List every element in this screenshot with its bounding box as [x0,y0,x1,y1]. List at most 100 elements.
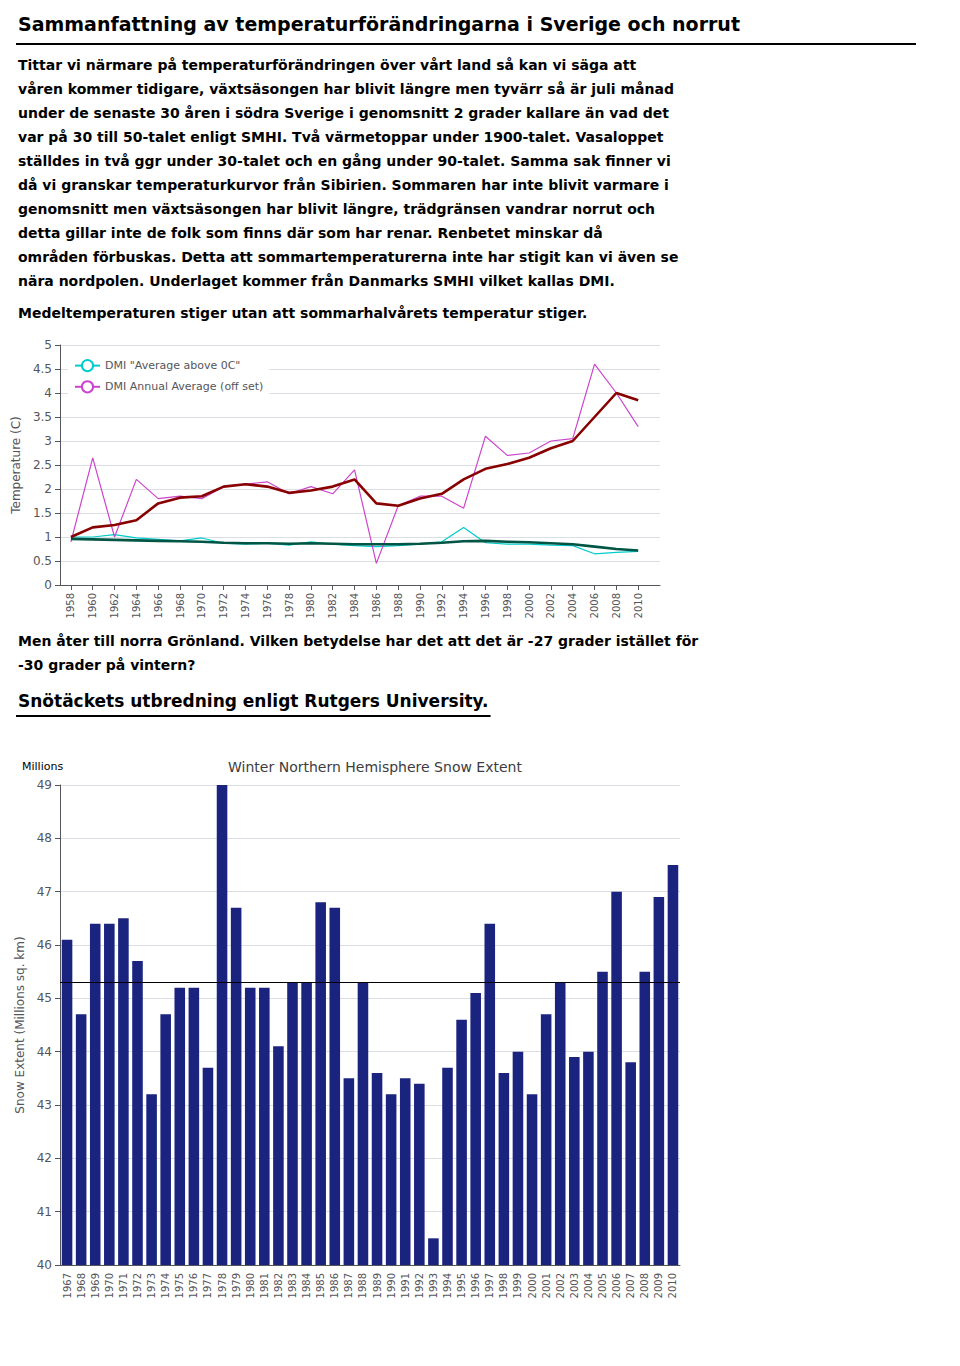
svg-text:Snötäckets utbredning enligt R: Snötäckets utbredning enligt Rutgers Uni… [18,691,489,711]
svg-text:1993: 1993 [428,1273,439,1298]
svg-text:1978: 1978 [284,593,295,618]
svg-text:4.5: 4.5 [33,362,52,376]
svg-text:1997: 1997 [484,1273,495,1298]
svg-text:1969: 1969 [90,1273,101,1298]
svg-text:40: 40 [37,1258,52,1272]
svg-text:1996: 1996 [480,593,491,618]
svg-text:1994: 1994 [458,593,469,618]
svg-text:1995: 1995 [456,1273,467,1298]
svg-text:1998: 1998 [498,1273,509,1298]
svg-text:43: 43 [37,1098,52,1112]
svg-text:1991: 1991 [400,1273,411,1298]
svg-text:1994: 1994 [442,1273,453,1298]
svg-text:1964: 1964 [131,593,142,618]
svg-text:1.5: 1.5 [33,506,52,520]
svg-text:4: 4 [44,386,52,400]
svg-text:1984: 1984 [301,1273,312,1298]
svg-text:1979: 1979 [231,1273,242,1298]
svg-text:48: 48 [37,831,52,845]
svg-text:2003: 2003 [569,1273,580,1298]
svg-text:1960: 1960 [87,593,98,618]
svg-text:områden förbuskas. Detta att s: områden förbuskas. Detta att sommartempe… [18,249,678,265]
svg-text:Medeltemperaturen stiger utan: Medeltemperaturen stiger utan att sommar… [18,305,587,321]
svg-text:nära nordpolen. Underlaget kom: nära nordpolen. Underlaget kommer från D… [18,273,615,289]
svg-text:2002: 2002 [545,593,556,618]
svg-text:Millions: Millions [22,760,63,773]
svg-text:2002: 2002 [555,1273,566,1298]
svg-text:3: 3 [44,434,52,448]
svg-text:1990: 1990 [386,1273,397,1298]
svg-text:41: 41 [37,1205,52,1219]
svg-text:44: 44 [37,1045,52,1059]
svg-text:1982: 1982 [273,1273,284,1298]
svg-text:1972: 1972 [132,1273,143,1298]
svg-text:1977: 1977 [202,1273,213,1298]
svg-text:1975: 1975 [174,1273,185,1298]
svg-text:47: 47 [37,885,52,899]
svg-text:2008: 2008 [611,593,622,618]
svg-text:1: 1 [44,530,52,544]
svg-text:1984: 1984 [349,593,360,618]
svg-text:1996: 1996 [470,1273,481,1298]
svg-text:2000: 2000 [524,593,535,618]
svg-text:Men åter till norra Grönland.: Men åter till norra Grönland. Vilken bet… [18,633,698,649]
svg-text:våren kommer tidigare, växtsäs: våren kommer tidigare, växtsäsongen har … [18,81,674,97]
svg-text:49: 49 [37,778,52,792]
svg-text:1962: 1962 [109,593,120,618]
svg-text:2006: 2006 [611,1273,622,1298]
svg-text:1983: 1983 [287,1273,298,1298]
svg-text:2005: 2005 [597,1273,608,1298]
svg-text:1981: 1981 [259,1273,270,1298]
svg-text:1968: 1968 [76,1273,87,1298]
svg-text:1992: 1992 [414,1273,425,1298]
svg-text:1974: 1974 [240,593,251,618]
svg-text:1967: 1967 [62,1273,73,1298]
svg-text:2008: 2008 [639,1273,650,1298]
svg-text:Temperature (C): Temperature (C) [9,416,23,515]
svg-text:0: 0 [44,578,52,592]
svg-text:1958: 1958 [65,593,76,618]
svg-text:1986: 1986 [371,593,382,618]
svg-text:Tittar vi närmare på temperatu: Tittar vi närmare på temperaturförändrin… [18,57,636,73]
svg-text:detta gillar inte de folk som: detta gillar inte de folk som finns där … [18,225,603,241]
svg-text:Snow Extent (Millions sq. km): Snow Extent (Millions sq. km) [13,936,27,1113]
svg-text:1985: 1985 [315,1273,326,1298]
svg-text:1987: 1987 [343,1273,354,1298]
svg-text:2.5: 2.5 [33,458,52,472]
svg-text:2: 2 [44,482,52,496]
svg-text:1976: 1976 [188,1273,199,1298]
svg-text:1970: 1970 [196,593,207,618]
svg-text:1986: 1986 [329,1273,340,1298]
svg-text:2010: 2010 [667,1273,678,1298]
svg-text:1968: 1968 [175,593,186,618]
svg-text:2000: 2000 [527,1273,538,1298]
svg-text:1974: 1974 [160,1273,171,1298]
svg-text:1973: 1973 [146,1273,157,1298]
svg-text:Sammanfattning av temperaturfö: Sammanfattning av temperaturförändringar… [18,13,740,35]
svg-text:2004: 2004 [583,1273,594,1298]
svg-text:46: 46 [37,938,52,952]
svg-text:5: 5 [44,338,52,352]
svg-text:1999: 1999 [512,1273,523,1298]
svg-text:-30 grader på vintern?: -30 grader på vintern? [18,657,195,673]
svg-text:1988: 1988 [393,593,404,618]
svg-text:DMI "Average above 0C": DMI "Average above 0C" [105,359,240,372]
svg-text:ställdes in två ggr under 30-t: ställdes in två ggr under 30-talet och e… [18,153,671,169]
svg-text:2001: 2001 [541,1273,552,1298]
svg-text:1990: 1990 [415,593,426,618]
svg-text:2009: 2009 [653,1273,664,1298]
svg-text:1971: 1971 [118,1273,129,1298]
svg-text:1980: 1980 [305,593,316,618]
svg-text:0.5: 0.5 [33,554,52,568]
svg-text:2006: 2006 [589,593,600,618]
svg-text:1978: 1978 [217,1273,228,1298]
svg-text:1982: 1982 [327,593,338,618]
svg-text:45: 45 [37,991,52,1005]
svg-text:1989: 1989 [372,1273,383,1298]
svg-text:var på 30 till 50-talet enligt: var på 30 till 50-talet enligt SMHI. Två… [18,129,664,145]
svg-text:1998: 1998 [502,593,513,618]
svg-text:DMI Annual Average (off set): DMI Annual Average (off set) [105,380,263,393]
svg-text:2010: 2010 [633,593,644,618]
svg-text:2004: 2004 [567,593,578,618]
svg-text:1976: 1976 [262,593,273,618]
